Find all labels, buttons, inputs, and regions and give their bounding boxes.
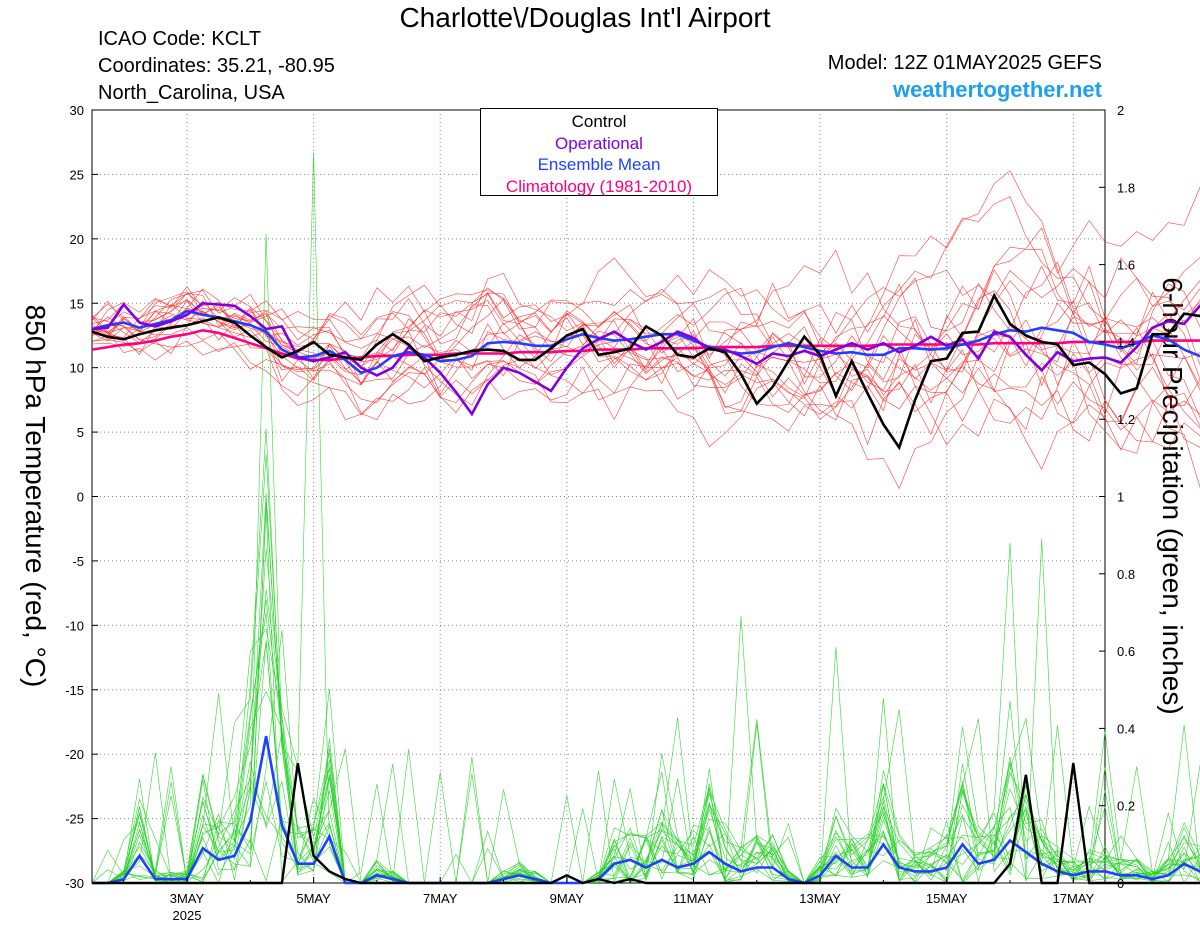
tick-label-left: 25	[70, 167, 84, 182]
temperature-member-line	[91, 186, 1200, 416]
tick-label-right: 2	[1117, 103, 1124, 118]
tick-label-left: -5	[72, 554, 84, 569]
tick-label-right: 0.6	[1117, 644, 1135, 659]
axes: -30-25-20-15-10-505101520253000.20.40.60…	[65, 103, 1135, 923]
temperature-member-line	[91, 257, 1200, 420]
temperature-member-line	[91, 196, 1200, 389]
precipitation-member-line	[92, 500, 1200, 884]
temperature-member-line	[91, 299, 1200, 436]
temperature-member-line	[91, 249, 1200, 451]
tick-label-right: 1.4	[1117, 335, 1135, 350]
tick-label-left: -25	[65, 812, 84, 827]
legend-operational: Operational	[555, 133, 643, 153]
temperature-member-line	[91, 170, 1200, 488]
model-run: Model: 12Z 01MAY2025 GEFS	[827, 52, 1102, 74]
temperature-members	[91, 170, 1200, 490]
tick-label-left: 5	[77, 425, 84, 440]
temperature-member-line	[91, 292, 1200, 431]
tick-label-x: 9MAY	[550, 891, 585, 906]
tick-label-x: 13MAY	[799, 891, 841, 906]
tick-label-right: 0	[1117, 876, 1124, 891]
precip-ensemble-mean-line	[92, 735, 1200, 885]
tick-label-right: 1.2	[1117, 412, 1135, 427]
tick-label-x: 11MAY	[673, 891, 714, 906]
tick-label-x: 17MAY	[1053, 891, 1095, 906]
legend-ensemble-mean: Ensemble Mean	[537, 155, 661, 174]
site-link[interactable]: weathertogether.net	[892, 77, 1102, 102]
temperature-member-line	[91, 265, 1200, 421]
icao-code: ICAO Code: KCLT	[98, 28, 262, 50]
tick-label-right: 1.6	[1117, 258, 1135, 273]
tick-label-x: 15MAY	[926, 891, 968, 906]
tick-label-left: 30	[70, 103, 84, 118]
precipitation-member-line	[92, 630, 1200, 884]
precipitation-member-line	[92, 508, 1200, 884]
tick-label-x: 7MAY	[423, 891, 458, 906]
precip-control-line	[92, 762, 1200, 885]
temperature-member-line	[91, 299, 1200, 448]
legend: Control Operational Ensemble Mean Climat…	[480, 108, 718, 196]
tick-label-left: 20	[70, 232, 84, 247]
tick-label-left: 10	[70, 361, 84, 376]
tick-label-right: 1.8	[1117, 180, 1135, 195]
tick-label-left: -15	[65, 683, 84, 698]
tick-label-x: 3MAY	[170, 891, 205, 906]
region: North_Carolina, USA	[98, 82, 285, 104]
temperature-member-line	[91, 257, 1200, 424]
temperature-member-line	[91, 310, 1200, 443]
tick-label-x: 5MAY	[296, 891, 331, 906]
temperature-member-line	[91, 288, 1200, 415]
tick-label-right: 0.4	[1117, 721, 1135, 736]
tick-label-left: 0	[77, 490, 84, 505]
tick-label-left: -10	[65, 618, 84, 633]
tick-label-right: 0.8	[1117, 567, 1135, 582]
temperature-member-line	[91, 286, 1200, 490]
tick-label-right: 0.2	[1117, 799, 1135, 814]
temp-control-line	[91, 292, 1200, 451]
precipitation-member-line	[91, 628, 1200, 884]
series-lines	[91, 292, 1200, 885]
chart-title: Charlotte\/Douglas Int'l Airport	[399, 2, 771, 33]
coordinates: Coordinates: 35.21, -80.95	[98, 55, 335, 77]
legend-control: Control	[571, 112, 627, 131]
precipitation-member-line	[92, 698, 1200, 884]
tick-label-left: -30	[65, 876, 84, 891]
precipitation-member-line	[92, 599, 1200, 884]
tick-label-x-year: 2025	[173, 908, 202, 923]
tick-label-left: 15	[70, 296, 84, 311]
tick-label-right: 1	[1117, 490, 1124, 505]
precipitation-member-line	[92, 748, 1200, 884]
legend-climatology: Climatology (1981-2010)	[505, 176, 693, 196]
precipitation-member-line	[92, 639, 1200, 884]
precipitation-member-line	[92, 428, 1200, 884]
temperature-member-line	[91, 291, 1200, 454]
tick-label-left: -20	[65, 747, 84, 762]
